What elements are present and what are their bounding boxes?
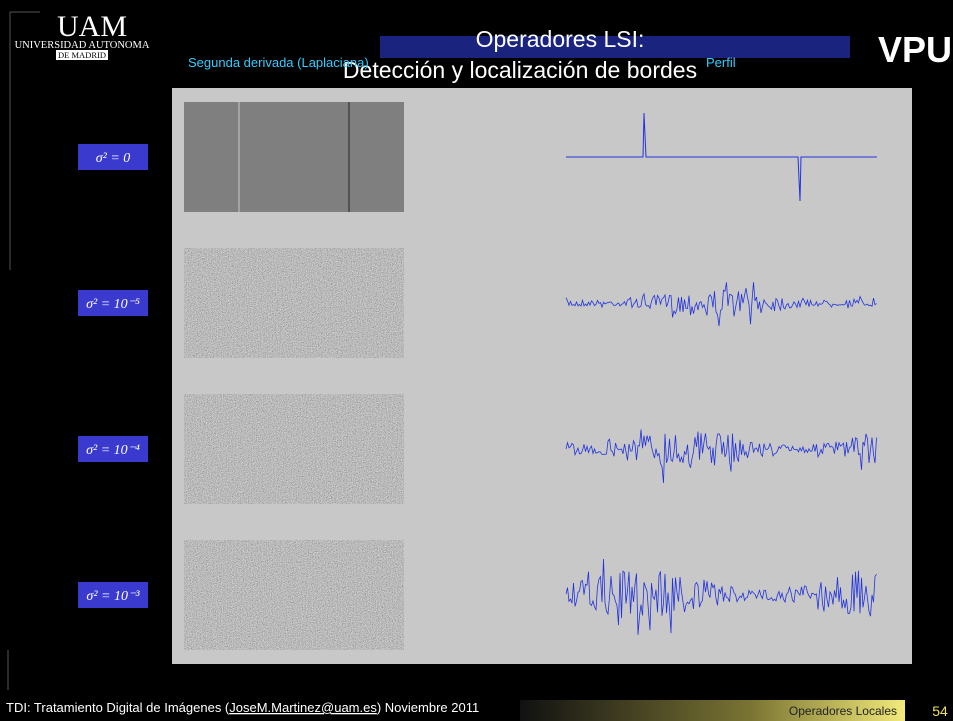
column-label: Segunda derivada (Laplaciana) — [188, 55, 369, 70]
page-number: 54 — [932, 703, 948, 719]
rows: σ² = 0 σ² = 10⁻⁵ σ² = 10⁻⁴ σ² = 10⁻³ — [78, 102, 877, 650]
logo-left-line: DE MADRID — [58, 50, 106, 60]
course: TDI: Tratamiento Digital de Imágenes ( — [6, 700, 230, 715]
row-label: σ² = 10⁻⁵ — [86, 297, 140, 312]
title: Detección y localización de bordes — [343, 57, 697, 83]
logo-box — [56, 50, 108, 60]
logo-left: UAM — [57, 10, 127, 43]
title: Operadores LSI: — [476, 26, 645, 52]
profile — [565, 282, 877, 327]
image — [184, 102, 404, 212]
profile — [565, 558, 877, 635]
label-box — [78, 144, 148, 170]
logo-left-line: UNIVERSIDAD AUTONOMA — [15, 40, 150, 51]
label-box — [78, 436, 148, 462]
profile — [566, 112, 877, 202]
row-label: σ² = 0 — [96, 151, 131, 166]
email[interactable]: JoseM.Martinez@uam.es — [229, 700, 377, 715]
title-band — [380, 36, 850, 58]
date: ) Noviembre 2011 — [377, 700, 479, 715]
row-label: σ² = 10⁻³ — [86, 589, 140, 604]
label-box — [78, 582, 148, 608]
section: Operadores Locales — [789, 704, 897, 718]
logo-right: VPU — [878, 29, 952, 70]
image — [184, 394, 404, 504]
profile — [565, 429, 877, 484]
image — [184, 540, 404, 650]
column-label: Perfil — [706, 55, 736, 70]
label-box — [78, 290, 148, 316]
image — [184, 248, 404, 358]
footer-bar — [520, 700, 905, 721]
footer-text: TDI: Tratamiento Digital de Imágenes (Jo… — [6, 700, 479, 715]
row-label: σ² = 10⁻⁴ — [86, 443, 140, 458]
